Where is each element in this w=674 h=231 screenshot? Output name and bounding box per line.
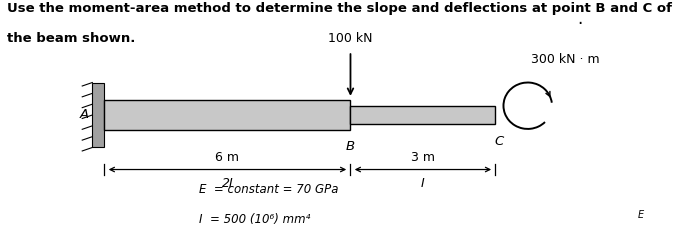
Text: C: C bbox=[494, 134, 503, 147]
Bar bbox=[92, 83, 104, 148]
Text: I  = 500 (10⁶) mm⁴: I = 500 (10⁶) mm⁴ bbox=[199, 213, 310, 225]
Text: 3 m: 3 m bbox=[411, 150, 435, 163]
Text: E  = constant = 70 GPa: E = constant = 70 GPa bbox=[199, 182, 338, 195]
Text: I: I bbox=[421, 177, 425, 190]
Bar bbox=[104, 100, 350, 131]
Bar bbox=[350, 106, 495, 125]
Text: .: . bbox=[577, 10, 582, 28]
Text: 300 kN · m: 300 kN · m bbox=[531, 53, 600, 66]
Text: A: A bbox=[80, 108, 89, 121]
Text: 6 m: 6 m bbox=[216, 150, 239, 163]
Text: B: B bbox=[346, 140, 355, 153]
Text: Use the moment-area method to determine the slope and deflections at point B and: Use the moment-area method to determine … bbox=[7, 2, 672, 15]
Text: the beam shown.: the beam shown. bbox=[7, 32, 135, 45]
Text: 100 kN: 100 kN bbox=[328, 32, 373, 45]
Text: E: E bbox=[637, 210, 644, 219]
Text: 2I: 2I bbox=[222, 177, 233, 190]
